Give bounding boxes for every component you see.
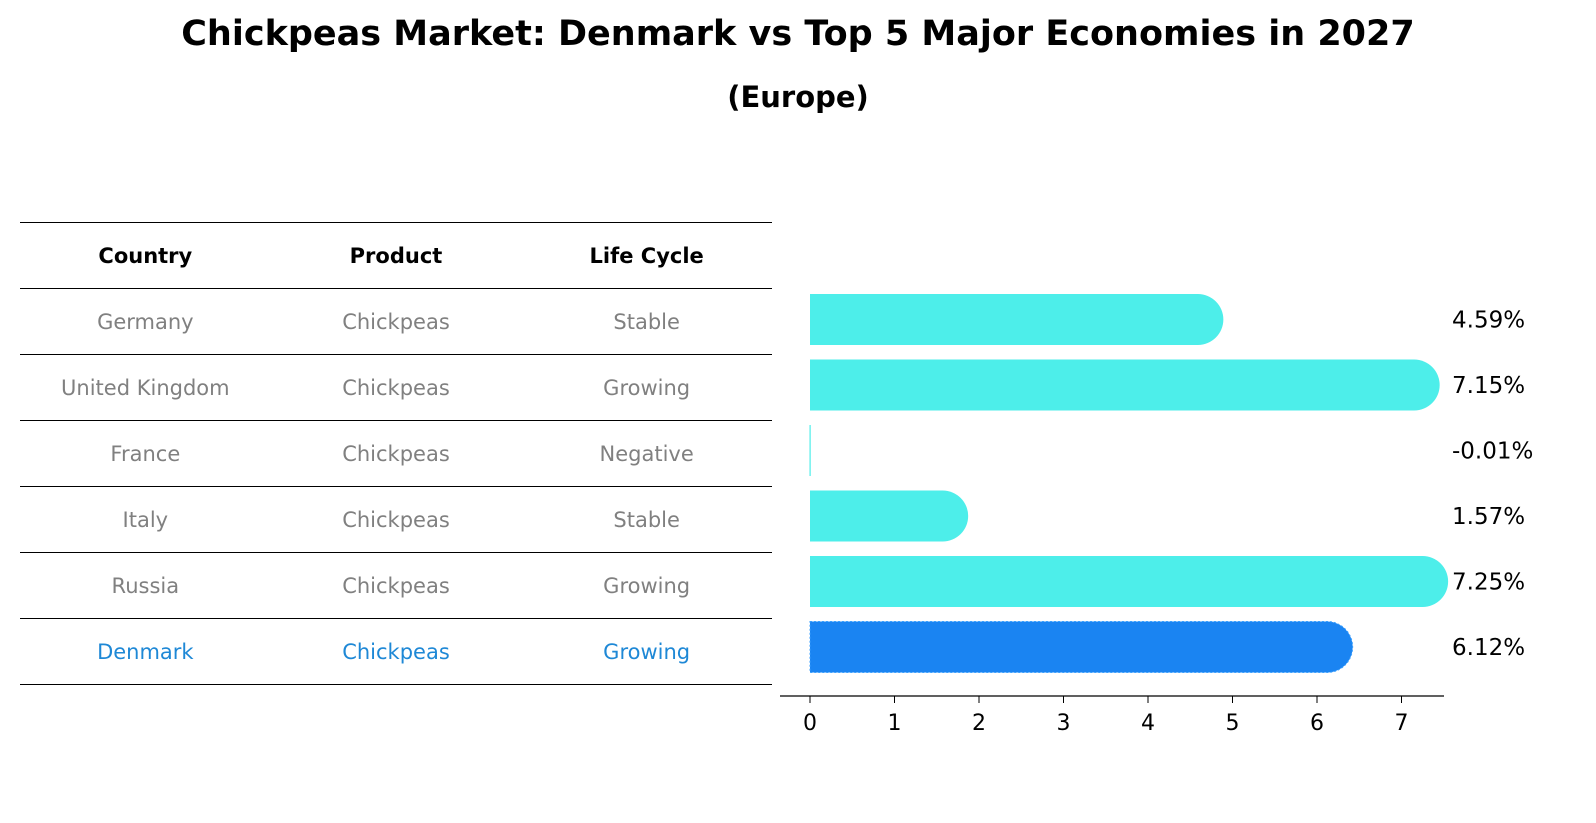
cell-product: Chickpeas (270, 486, 522, 553)
value-label: 4.59% (1452, 308, 1525, 334)
table-row-highlight: Denmark Chickpeas Growing (20, 618, 772, 685)
cell-country: Germany (20, 288, 271, 355)
x-tick-label: 1 (888, 711, 902, 736)
table-row: Russia Chickpeas Growing (20, 552, 772, 619)
table-header-row: Country Product Life Cycle (20, 222, 772, 289)
cell-life-cycle: Growing (521, 552, 772, 619)
bar-denmark (809, 621, 1354, 673)
chart-title: Chickpeas Market: Denmark vs Top 5 Major… (181, 14, 1415, 54)
cell-life-cycle: Growing (521, 618, 772, 685)
bar-united-kingdom (810, 359, 1440, 411)
country-table: Country Product Life Cycle Germany Chick… (20, 222, 772, 685)
table-row: United Kingdom Chickpeas Growing (20, 354, 772, 421)
x-tick-label: 2 (972, 711, 986, 736)
x-tick-label: 6 (1310, 711, 1324, 736)
header-life-cycle: Life Cycle (521, 222, 772, 289)
value-label: 7.25% (1452, 570, 1525, 596)
bar-france (809, 425, 811, 476)
value-label: 1.57% (1452, 504, 1525, 530)
cell-product: Chickpeas (270, 354, 522, 421)
cell-product: Chickpeas (270, 420, 522, 487)
x-tick-label: 5 (1226, 711, 1240, 736)
cell-country: Denmark (20, 618, 271, 685)
cell-life-cycle: Growing (521, 354, 772, 421)
cell-product: Chickpeas (270, 552, 522, 619)
value-label: 7.15% (1452, 373, 1525, 399)
cell-life-cycle: Stable (521, 288, 772, 355)
bar-germany (810, 294, 1224, 345)
x-tick-label: 4 (1141, 711, 1155, 736)
bar-italy (810, 490, 969, 542)
header-product: Product (270, 222, 522, 289)
cell-life-cycle: Negative (521, 420, 772, 487)
cell-country: Italy (20, 486, 271, 553)
x-tick-label: 7 (1395, 711, 1409, 736)
cell-product: Chickpeas (270, 618, 522, 685)
x-tick-label: 3 (1057, 711, 1071, 736)
cell-country: United Kingdom (20, 354, 271, 421)
value-label: 6.12% (1452, 635, 1525, 661)
cell-country: Russia (20, 552, 271, 619)
bar-chart: 4.59% 7.15% -0.01% 1.57% 7.25% 6.12% 0 1 2 3 4 5 6 7 (780, 294, 1533, 736)
cell-product: Chickpeas (270, 288, 522, 355)
chart-subtitle: (Europe) (727, 80, 869, 114)
bar-russia (810, 556, 1449, 607)
table-row: Italy Chickpeas Stable (20, 486, 772, 553)
cell-country: France (20, 420, 271, 487)
x-tick-label: 0 (803, 711, 817, 736)
value-label: -0.01% (1452, 439, 1533, 465)
table-row: Germany Chickpeas Stable (20, 288, 772, 355)
header-country: Country (20, 222, 271, 289)
table-row: France Chickpeas Negative (20, 420, 772, 487)
cell-life-cycle: Stable (521, 486, 772, 553)
